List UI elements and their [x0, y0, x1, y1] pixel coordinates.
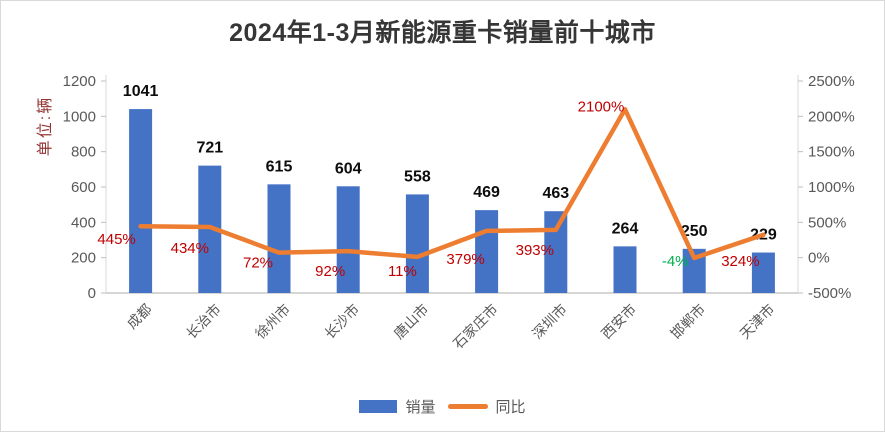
sales-bar-4: [405, 194, 429, 293]
legend: 销量 同比: [1, 396, 884, 417]
legend-item-yoy: 同比: [447, 396, 526, 417]
category-label: 徐州市: [252, 301, 293, 342]
sales-value-label: 721: [196, 140, 223, 157]
sales-bar-2: [267, 184, 291, 293]
right-axis-tick-label: 500%: [808, 214, 846, 231]
yoy-value-label: 393%: [516, 242, 554, 259]
sales-value-label: 250: [681, 223, 708, 240]
right-axis-tick-label: 1000%: [808, 179, 855, 196]
left-axis-tick-label: 400: [71, 214, 96, 231]
yoy-value-label: -4%: [662, 253, 689, 270]
sales-bar-7: [613, 246, 637, 293]
right-axis-tick-label: 0%: [808, 250, 830, 267]
category-label: 唐山市: [391, 301, 432, 342]
chart-title: 2024年1-3月新能源重卡销量前十城市: [229, 19, 656, 47]
right-axis-tick-label: -500%: [808, 285, 851, 302]
left-axis-tick-label: 600: [71, 179, 96, 196]
sales-value-label: 264: [612, 220, 639, 237]
right-axis-tick-label: 2500%: [808, 73, 855, 90]
right-axis-tick-label: 2000%: [808, 108, 855, 125]
sales-bar-0: [129, 109, 153, 293]
left-axis-tick-label: 800: [71, 144, 96, 161]
yoy-value-label: 92%: [315, 263, 345, 280]
category-label: 西安市: [598, 301, 639, 342]
left-axis-tick-label: 200: [71, 250, 96, 267]
sales-value-label: 604: [335, 160, 362, 177]
sales-value-label: 558: [404, 168, 431, 185]
yoy-value-label: 445%: [97, 231, 135, 248]
left-axis-tick-label: 1000: [63, 108, 96, 125]
sales-legend-label: 销量: [405, 399, 436, 416]
left-axis-tick-label: 0: [88, 285, 96, 302]
right-axis-tick-label: 1500%: [808, 144, 855, 161]
yoy-legend-swatch: [447, 404, 488, 409]
sales-value-label: 1041: [123, 83, 159, 100]
sales-bar-8: [682, 248, 706, 293]
sales-bar-3: [336, 186, 360, 293]
category-label: 长沙市: [321, 301, 362, 342]
yoy-value-label: 2100%: [578, 98, 625, 115]
yoy-legend-label: 同比: [495, 399, 526, 416]
sales-value-label: 469: [473, 184, 500, 201]
yoy-line: [138, 107, 766, 261]
yoy-value-label: 72%: [243, 255, 273, 272]
category-label: 天津市: [737, 301, 778, 342]
sales-value-label: 615: [266, 158, 293, 175]
category-label: 深圳市: [529, 301, 570, 342]
yoy-value-label: 379%: [446, 251, 484, 268]
sales-legend-swatch: [359, 400, 398, 413]
legend-item-sales: 销量: [359, 396, 436, 417]
yoy-value-label: 434%: [171, 240, 209, 257]
category-label: 长治市: [183, 301, 224, 342]
category-label: 成都: [124, 301, 155, 332]
yoy-value-label: 11%: [388, 263, 417, 280]
left-axis-tick-label: 1200: [63, 73, 96, 90]
sales-value-label: 463: [542, 185, 569, 202]
category-label: 石家庄市: [450, 301, 501, 352]
sales-bar-9: [751, 252, 775, 293]
yoy-value-label: 324%: [721, 253, 759, 270]
category-label: 邯郸市: [667, 301, 708, 342]
